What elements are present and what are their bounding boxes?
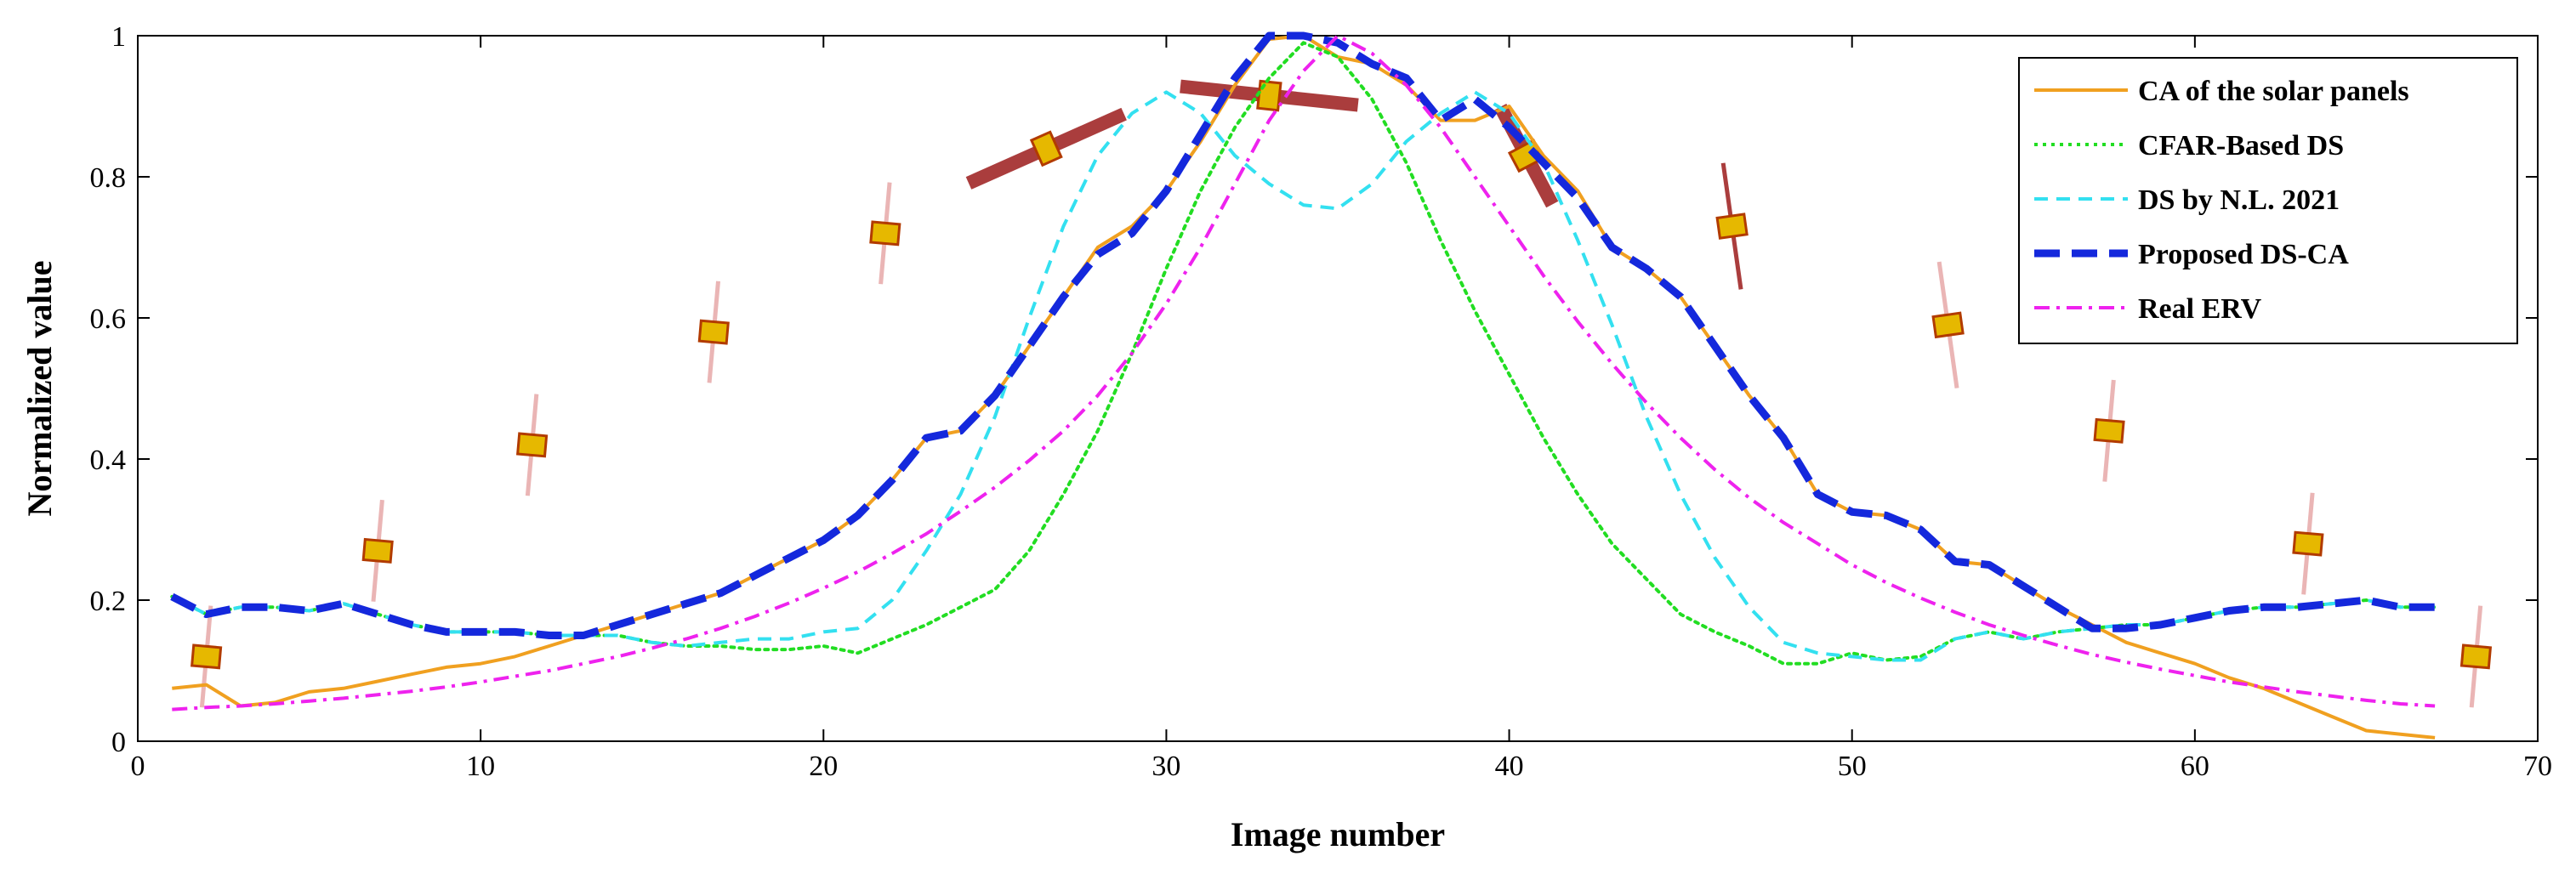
solar-thumb-13 xyxy=(2459,605,2493,708)
solar-thumb-4 xyxy=(697,281,730,383)
solar-thumb-6 xyxy=(965,107,1127,190)
x-tick-label: 60 xyxy=(2181,751,2209,782)
legend-label: DS by N.L. 2021 xyxy=(2138,184,2340,216)
solar-thumb-5 xyxy=(869,182,901,285)
solar-thumb-2 xyxy=(361,499,394,602)
solar-thumb-9 xyxy=(1715,162,1749,290)
y-tick-label: 0.2 xyxy=(90,586,127,617)
y-tick-label: 0.8 xyxy=(90,162,127,194)
solar-thumb-10 xyxy=(1931,261,1965,388)
legend-label: Proposed DS-CA xyxy=(2138,239,2349,270)
x-tick-label: 10 xyxy=(466,751,495,782)
solar-thumb-3 xyxy=(516,394,549,496)
legend: CA of the solar panels CFAR-Based DS DS by… xyxy=(2018,57,2518,344)
x-tick-label: 70 xyxy=(2523,751,2552,782)
x-axis-title: Image number xyxy=(1231,815,1445,853)
y-tick-label: 0 xyxy=(111,727,126,758)
x-tick-label: 40 xyxy=(1495,751,1524,782)
series-group xyxy=(170,31,2437,740)
solar-thumb-11 xyxy=(2093,379,2125,482)
x-tick-label: 50 xyxy=(1838,751,1867,782)
solar-thumb-12 xyxy=(2292,492,2324,595)
legend-label: Real ERV xyxy=(2138,293,2262,325)
x-tick-label: 30 xyxy=(1152,751,1180,782)
satellite-thumbnails xyxy=(190,79,2493,708)
y-tick-label: 0.6 xyxy=(90,303,127,335)
legend-label: CFAR-Based DS xyxy=(2138,130,2344,162)
legend-label: CA of the solar panels xyxy=(2138,76,2409,107)
x-axis-ticks: 0 10 20 30 40 50 60 70 xyxy=(131,36,2552,782)
y-axis-title: Normalized value xyxy=(20,260,59,516)
y-tick-label: 0.4 xyxy=(90,445,127,476)
y-axis-ticks: 0 0.2 0.4 0.6 0.8 1 xyxy=(90,21,2538,758)
y-tick-label: 1 xyxy=(111,21,126,53)
solar-thumb-1 xyxy=(190,605,223,708)
x-tick-label: 20 xyxy=(809,751,838,782)
series-line-proposed-ds-ca xyxy=(170,31,2436,639)
series-line-real-erv xyxy=(172,34,2436,711)
x-tick-label: 0 xyxy=(131,751,145,782)
